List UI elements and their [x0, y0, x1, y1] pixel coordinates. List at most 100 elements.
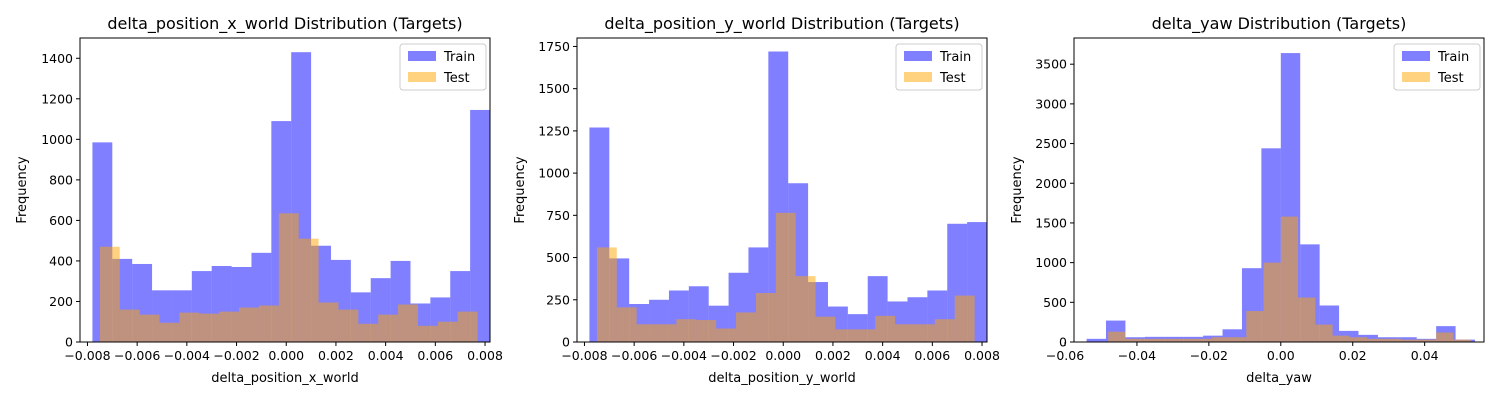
- bar-test-7: [1229, 337, 1247, 342]
- y-tick-label: 1250: [538, 123, 570, 138]
- legend-swatch-test: [1402, 72, 1430, 82]
- bar-test-0: [1108, 331, 1126, 342]
- y-axis-label: Frequency: [1010, 156, 1025, 223]
- bar-test-15: [1367, 338, 1385, 342]
- y-tick-label: 1750: [538, 39, 570, 54]
- bar-test-1: [616, 307, 637, 342]
- x-tick-label: −0.004: [661, 348, 707, 363]
- y-tick-label: 2500: [1035, 136, 1067, 151]
- x-tick-label: −0.002: [710, 348, 756, 363]
- x-tick-label: −0.06: [1046, 348, 1084, 363]
- x-tick-label: 0.002: [318, 348, 354, 363]
- bar-test-2: [636, 324, 657, 342]
- y-tick-label: 500: [546, 250, 570, 265]
- bar-test-12: [338, 309, 359, 342]
- chart-title: delta_yaw Distribution (Targets): [1152, 14, 1407, 34]
- bar-test-15: [895, 324, 915, 342]
- legend-label-train: Train: [939, 50, 971, 65]
- x-axis-label: delta_yaw: [1246, 371, 1312, 386]
- legend-label-test: Test: [443, 71, 470, 86]
- bar-test-18: [954, 295, 975, 342]
- x-tick-label: −0.006: [114, 348, 160, 363]
- bar-test-5: [199, 313, 220, 342]
- bar-test-5: [696, 320, 717, 342]
- bar-test-14: [1349, 337, 1368, 342]
- x-tick-label: 0.008: [467, 348, 503, 363]
- y-tick-label: 400: [49, 253, 73, 268]
- bar-test-0: [99, 246, 120, 342]
- bar-test-6: [716, 328, 737, 342]
- legend-label-test: Test: [1437, 71, 1464, 86]
- axes-frame: [1073, 37, 1485, 343]
- x-tick-label: 0.000: [765, 348, 801, 363]
- bar-test-10: [298, 238, 319, 342]
- x-tick-label: 0.008: [964, 348, 1000, 363]
- y-tick-label: 1400: [41, 51, 73, 66]
- x-axis-label: delta_position_x_world: [211, 371, 358, 386]
- y-tick-label: 1000: [538, 166, 570, 181]
- bar-test-20: [1453, 339, 1471, 342]
- bar-test-8: [1246, 311, 1264, 342]
- y-tick-label: 0: [65, 335, 73, 350]
- bar-test-7: [736, 312, 756, 342]
- legend: Train Test: [1393, 43, 1481, 91]
- bar-test-7: [239, 307, 259, 342]
- bar-test-3: [1159, 338, 1178, 342]
- bar-test-4: [676, 319, 697, 342]
- x-tick-label: 0.02: [1339, 348, 1367, 363]
- legend: Train Test: [895, 43, 983, 91]
- bar-test-6: [219, 311, 240, 342]
- bar-test-16: [1384, 338, 1402, 342]
- legend-swatch-test: [408, 72, 436, 82]
- bar-test-16: [417, 325, 438, 342]
- bar-test-0: [596, 247, 617, 342]
- bar-test-8: [258, 305, 279, 342]
- chart-title: delta_position_x_world Distribution (Tar…: [107, 14, 462, 34]
- x-tick-label: −0.008: [561, 348, 607, 363]
- x-tick-label: 0.04: [1411, 348, 1439, 363]
- x-tick-label: 0.002: [815, 348, 851, 363]
- x-axis-label: delta_position_y_world: [708, 371, 855, 386]
- y-tick-label: 0: [1059, 335, 1067, 350]
- x-tick-label: 0.000: [268, 348, 304, 363]
- bar-test-19: [1436, 332, 1454, 342]
- y-tick-label: 3500: [1035, 57, 1067, 72]
- bar-test-9: [278, 213, 299, 342]
- y-tick-label: 750: [546, 208, 570, 223]
- y-tick-label: 1000: [1035, 255, 1067, 270]
- bar-test-11: [815, 316, 836, 342]
- bar-test-17: [934, 319, 955, 342]
- bar-train-14: [1358, 334, 1378, 342]
- bar-test-10: [1280, 216, 1299, 342]
- bar-test-13: [1332, 335, 1350, 342]
- bar-test-17: [437, 321, 458, 342]
- x-tick-label: 0.006: [417, 348, 453, 363]
- bar-test-4: [1177, 338, 1195, 342]
- x-tick-label: −0.008: [64, 348, 110, 363]
- x-tick-label: −0.006: [611, 348, 657, 363]
- bar-test-3: [656, 324, 677, 342]
- legend-swatch-train: [408, 51, 436, 61]
- y-tick-label: 500: [1043, 295, 1067, 310]
- y-tick-label: 2000: [1035, 176, 1067, 191]
- bar-test-11: [318, 302, 339, 342]
- bar-test-10: [795, 276, 816, 342]
- legend-label-test: Test: [939, 71, 966, 86]
- legend-swatch-train: [1402, 51, 1430, 61]
- y-tick-label: 3000: [1035, 96, 1067, 111]
- bar-test-2: [1142, 338, 1160, 342]
- bar-test-14: [378, 314, 399, 342]
- y-tick-label: 600: [49, 213, 73, 228]
- y-tick-label: 1200: [41, 91, 73, 106]
- x-tick-label: −0.002: [213, 348, 259, 363]
- bar-test-9: [775, 212, 796, 342]
- y-tick-label: 0: [562, 335, 570, 350]
- bar-test-13: [358, 323, 379, 342]
- legend-label-train: Train: [1437, 50, 1469, 65]
- bar-test-17: [1401, 339, 1419, 342]
- bar-test-9: [1263, 262, 1281, 342]
- bar-test-18: [1418, 339, 1437, 342]
- chart-title: delta_position_y_world Distribution (Tar…: [604, 14, 959, 34]
- y-axis-label: Frequency: [513, 156, 528, 223]
